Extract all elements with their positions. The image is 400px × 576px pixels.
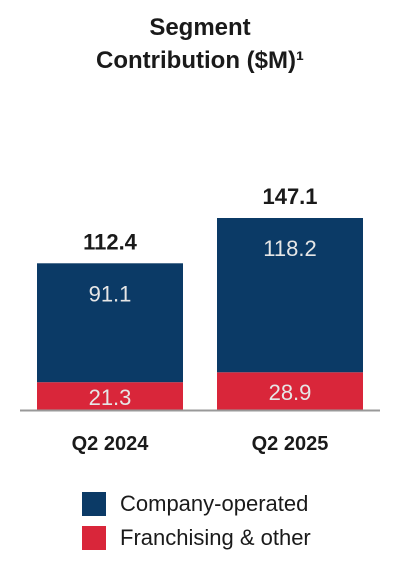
x-tick-label-1: Q2 2025 — [252, 433, 329, 455]
data-label-company-operated-0: 91.1 — [89, 281, 132, 306]
legend-label-franchising: Franchising & other — [120, 525, 311, 550]
legend-swatch-company-operated — [82, 492, 106, 516]
data-label-franchising-0: 21.3 — [89, 385, 132, 410]
bar-company-operated-1 — [217, 218, 363, 373]
legend-item-franchising: Franchising & other — [82, 522, 311, 554]
bar-franchising-1 — [217, 372, 363, 410]
stacked-bar-chart: 21.3 91.1 112.4 Q2 2024 28.9 118.2 147.1 Q2 202… — [20, 184, 380, 455]
total-label-0: 112.4 — [83, 229, 138, 254]
legend-swatch-franchising — [82, 526, 106, 550]
legend-item-company-operated: Company-operated — [82, 488, 311, 520]
chart-legend: Company-operated Franchising & other — [82, 488, 311, 556]
data-label-company-operated-1: 118.2 — [263, 236, 316, 261]
chart-title-line-2: Contribution ($M)¹ — [96, 47, 304, 74]
legend-label-company-operated: Company-operated — [120, 491, 309, 516]
bar-company-operated-0 — [37, 263, 183, 383]
chart-title-line-1: Segment — [149, 14, 251, 41]
bar-franchising-0 — [37, 382, 183, 410]
data-label-franchising-1: 28.9 — [269, 380, 312, 405]
x-tick-label-0: Q2 2024 — [72, 433, 150, 455]
total-label-1: 147.1 — [262, 184, 317, 209]
